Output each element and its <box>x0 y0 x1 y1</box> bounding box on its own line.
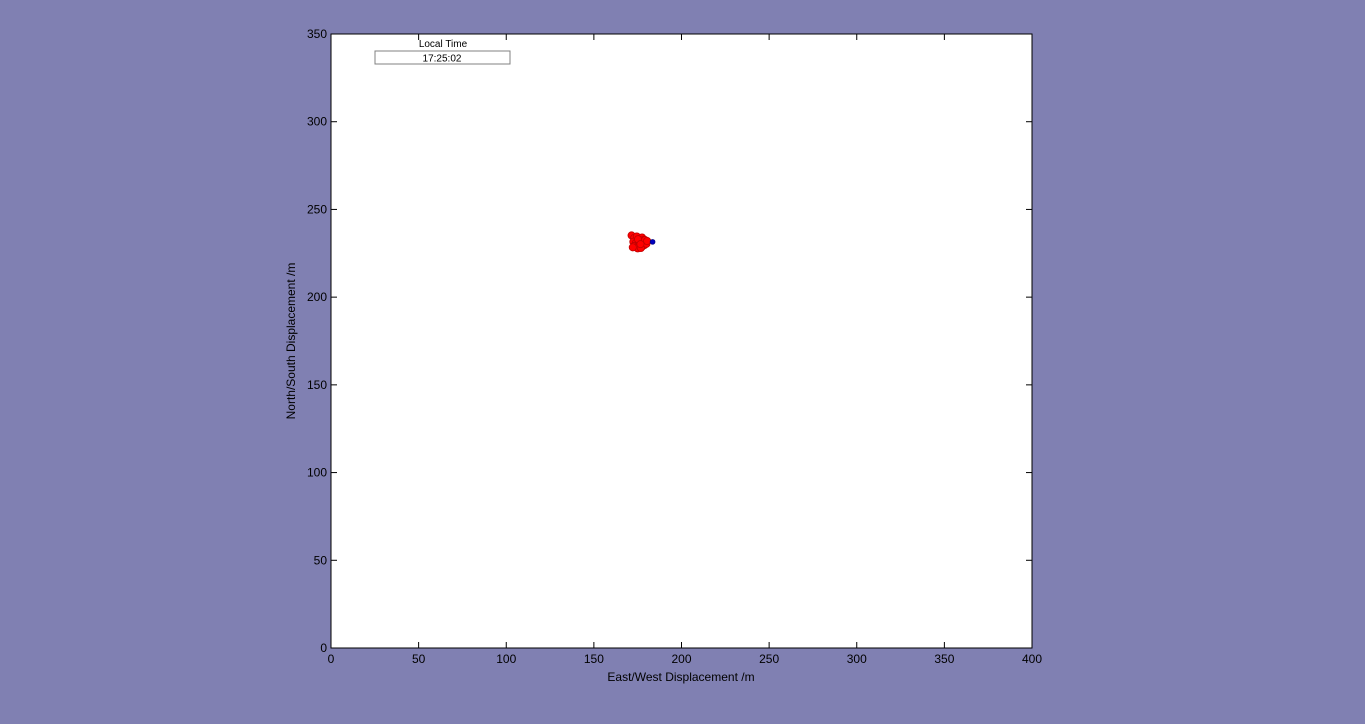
scatter-points <box>627 231 656 253</box>
x-tick-label: 400 <box>1022 652 1042 666</box>
local-time-display: Local Time 17:25:02 <box>374 39 511 65</box>
x-tick-label: 150 <box>584 652 604 666</box>
x-tick-label: 200 <box>671 652 691 666</box>
position-marker-red <box>636 240 645 249</box>
y-tick-label: 200 <box>307 290 327 304</box>
y-tick-label: 300 <box>307 115 327 129</box>
plot-axes[interactable]: 0 50 100 150 200 250 300 350 400 0 50 100 150 200 250… <box>307 27 1042 666</box>
y-tick-label: 50 <box>314 553 328 567</box>
local-time-title: Local Time <box>419 39 468 50</box>
position-marker-blue <box>649 239 656 245</box>
x-axis-label: East/West Displacement /m <box>607 670 754 684</box>
x-tick-label: 250 <box>759 652 779 666</box>
position-marker-red <box>628 243 637 252</box>
x-tick-label: 100 <box>496 652 516 666</box>
plot-area[interactable] <box>331 34 1032 648</box>
position-marker-red <box>643 237 652 246</box>
x-tick-label: 300 <box>847 652 867 666</box>
y-axis-label: North/South Displacement /m <box>284 263 298 420</box>
y-tick-label: 100 <box>307 466 327 480</box>
y-tick-label: 0 <box>320 641 327 655</box>
local-time-value: 17:25:02 <box>423 54 462 65</box>
x-tick-label: 0 <box>328 652 335 666</box>
y-tick-label: 150 <box>307 378 327 392</box>
y-tick-label: 350 <box>307 27 327 41</box>
local-time-box <box>374 50 511 65</box>
y-tick-label: 250 <box>307 202 327 216</box>
x-tick-label: 50 <box>412 652 426 666</box>
x-axis-ticks: 0 50 100 150 200 250 300 350 400 <box>328 34 1042 666</box>
y-axis-ticks: 0 50 100 150 200 250 300 350 <box>307 27 1032 655</box>
x-tick-label: 350 <box>934 652 954 666</box>
